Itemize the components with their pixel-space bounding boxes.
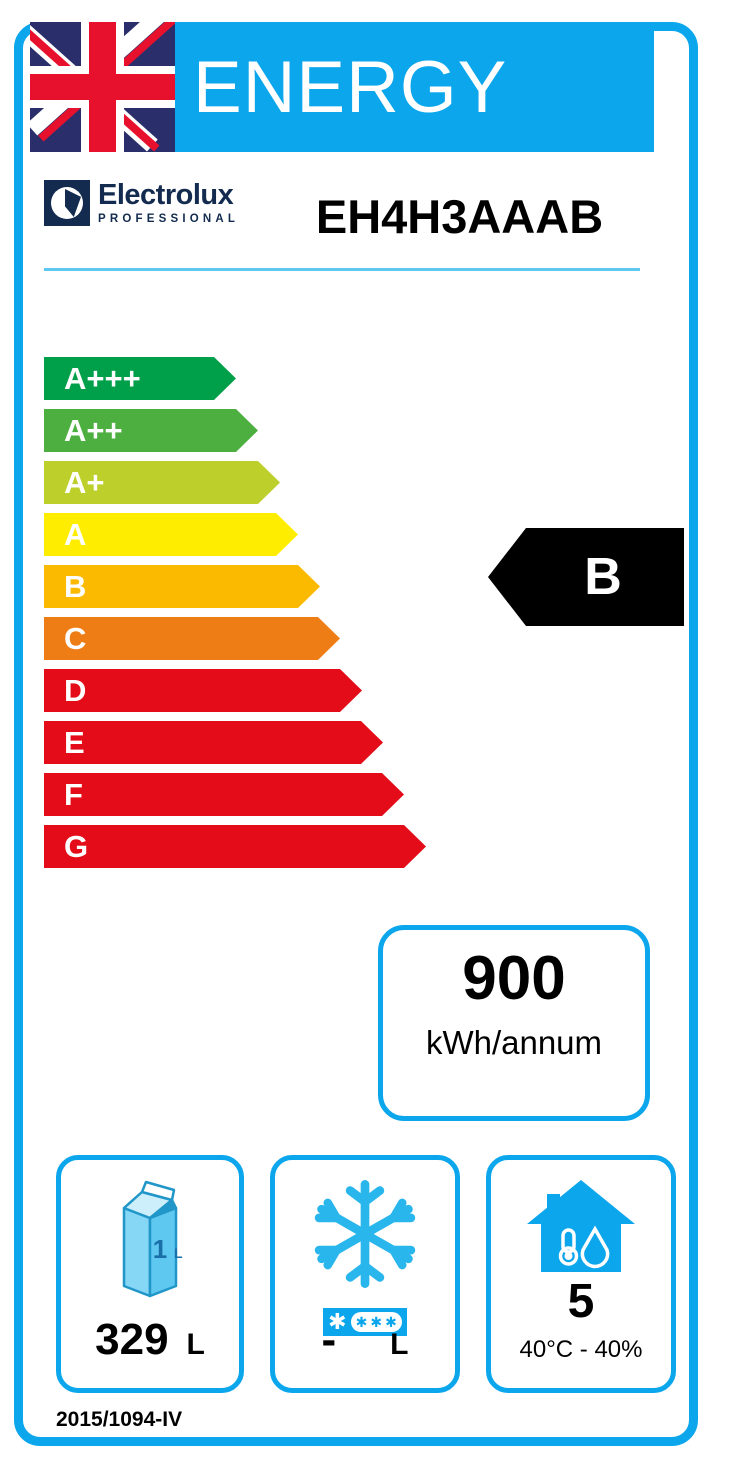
electrolux-logo: Electrolux PROFESSIONAL xyxy=(44,180,239,226)
star-small-icon: ✱ xyxy=(370,1314,383,1330)
class-bar-body xyxy=(44,357,236,400)
logo-brand-sub: PROFESSIONAL xyxy=(98,212,240,225)
class-bar-label: A+ xyxy=(64,465,105,500)
class-bar-label: D xyxy=(64,673,87,708)
class-bar-body xyxy=(44,825,426,868)
logo-brand-name: Electrolux xyxy=(98,178,234,211)
freezer-volume-unit: L xyxy=(390,1328,409,1361)
class-bar: D xyxy=(44,669,464,712)
svg-text:L: L xyxy=(174,1245,183,1261)
climate-conditions: 40°C - 40% xyxy=(519,1336,643,1363)
class-bar: E xyxy=(44,721,464,764)
class-bar-label: G xyxy=(64,829,89,864)
class-bar-body xyxy=(44,565,320,608)
brand-row: Electrolux PROFESSIONAL EH4H3AAAB xyxy=(30,170,654,262)
class-bar: G xyxy=(44,825,464,868)
class-bar-label: C xyxy=(64,621,87,656)
freezer-volume-box: ✱ ✱ ✱ ✱ - L xyxy=(270,1155,460,1393)
rated-class-arrow: B xyxy=(488,528,684,626)
class-bar-body xyxy=(44,721,383,764)
class-bar: A+++ xyxy=(44,357,464,400)
milk-carton-icon: 1 L xyxy=(61,1172,239,1304)
energy-title: ENERGY xyxy=(193,46,508,128)
electrolux-mark-icon xyxy=(44,180,90,226)
milk-carton-svg: 1 L xyxy=(122,1180,183,1298)
snowflake-icon xyxy=(275,1172,455,1296)
svg-text:1: 1 xyxy=(153,1234,167,1264)
class-bar-body xyxy=(44,409,258,452)
snowflake-svg xyxy=(314,1180,416,1288)
climate-class-box: 5 40°C - 40% xyxy=(486,1155,676,1393)
house-climate-icon xyxy=(491,1172,671,1278)
star-small-icon: ✱ xyxy=(385,1314,397,1330)
class-bar-label: E xyxy=(64,725,85,760)
regulation-reference: 2015/1094-IV xyxy=(56,1408,183,1431)
class-bar-label: A+++ xyxy=(64,361,141,396)
star-small-icon: ✱ xyxy=(355,1314,368,1330)
fridge-volume-unit: L xyxy=(186,1328,205,1361)
freezer-value-row: - L xyxy=(275,1318,455,1362)
class-bar-body xyxy=(44,669,362,712)
climate-class-value: 5 xyxy=(567,1275,595,1328)
four-star-rating-icon: ✱ ✱ ✱ ✱ xyxy=(275,1308,455,1336)
class-bar: A xyxy=(44,513,464,556)
energy-banner: ENERGY xyxy=(175,22,654,152)
class-bar: B xyxy=(44,565,464,608)
class-bar: C xyxy=(44,617,464,660)
rated-class-label: B xyxy=(584,548,622,606)
class-bar: F xyxy=(44,773,464,816)
freezer-volume-value: - xyxy=(321,1315,337,1364)
consumption-value: 900 xyxy=(462,944,566,1013)
energy-class-scale: A+++ A++ A+ A B C D E xyxy=(44,357,464,877)
class-bar-body xyxy=(44,617,340,660)
class-bar-label: B xyxy=(64,569,87,604)
model-name: EH4H3AAAB xyxy=(315,189,604,243)
class-bar-body xyxy=(44,773,404,816)
house-climate-svg xyxy=(527,1180,635,1272)
fridge-volume-box: 1 L 329 L xyxy=(56,1155,244,1393)
energy-consumption-box: 900 kWh/annum xyxy=(378,925,650,1121)
consumption-unit: kWh/annum xyxy=(425,1024,603,1061)
label-header: ENERGY xyxy=(30,22,654,152)
uk-flag-icon xyxy=(30,22,175,152)
class-bar-body xyxy=(44,461,280,504)
fridge-volume-value: 329 xyxy=(95,1315,169,1364)
class-bar-label: A++ xyxy=(64,413,123,448)
header-divider xyxy=(44,268,640,271)
class-bar: A++ xyxy=(44,409,464,452)
class-bar-label: F xyxy=(64,777,83,812)
class-bar-body xyxy=(44,513,298,556)
class-bar: A+ xyxy=(44,461,464,504)
class-bar-label: A xyxy=(64,517,87,552)
star-pill: ✱ ✱ ✱ xyxy=(350,1312,402,1332)
star-large-icon: ✱ xyxy=(328,1309,347,1334)
fridge-value-row: 329 L xyxy=(61,1318,239,1362)
